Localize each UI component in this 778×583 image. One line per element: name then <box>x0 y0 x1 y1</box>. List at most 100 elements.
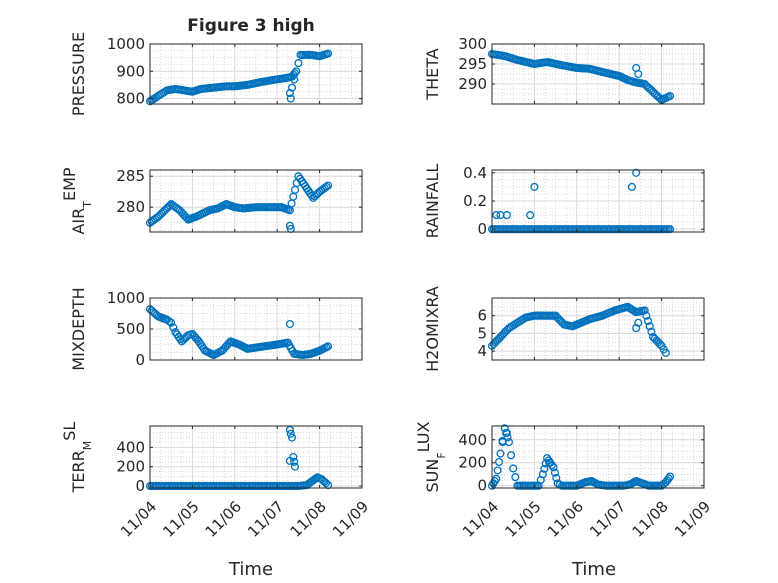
subplot-h2omixra: 456 H2OMIXRA <box>423 286 705 372</box>
x-tick-label: 11/08 <box>629 498 672 541</box>
data-point <box>661 348 670 357</box>
data-point <box>287 433 297 442</box>
y-tick-label: 4 <box>477 342 487 360</box>
y-tick-label: 300 <box>458 35 487 53</box>
data-point <box>549 463 558 472</box>
subplot-rainfall: 0 0.2 0.4 RAINFALL <box>423 164 705 239</box>
data-point <box>503 433 512 442</box>
y-axis-label: MIXDEPTH <box>69 287 88 370</box>
y-axis-label-main: RAINFALL <box>423 164 442 239</box>
y-tick-label: 0 <box>135 477 145 495</box>
data-point <box>634 318 643 327</box>
data-point <box>627 182 636 191</box>
data-point <box>169 323 178 332</box>
subplot-sun-flux: 0 200 400 11/04 11/05 11/06 11/07 11/08 11/09 SUN… <box>414 421 715 540</box>
data-point <box>498 438 507 447</box>
data-point <box>655 340 664 349</box>
data-point <box>666 472 675 481</box>
y-axis-label-tail: SL <box>60 422 79 441</box>
x-tick-label: 11/09 <box>671 498 714 541</box>
data-point <box>321 479 331 488</box>
x-tick-label: 11/06 <box>202 498 245 541</box>
data-point <box>507 451 516 460</box>
data-point <box>292 67 301 76</box>
y-axis-label-main: SUN <box>423 459 442 493</box>
data-point <box>290 462 300 471</box>
y-axis-label: SUNFLUX <box>414 421 448 492</box>
y-axis-label-main: AIR <box>69 208 88 235</box>
data-point <box>642 311 651 320</box>
y-tick-label: 400 <box>116 438 145 456</box>
y-tick-label: 200 <box>116 458 145 476</box>
x-tick-label: 11/04 <box>459 498 502 541</box>
y-tick-label: 0 <box>135 351 145 369</box>
data-point <box>632 168 641 177</box>
axes-box <box>491 43 705 105</box>
data-point <box>492 211 501 220</box>
data-point <box>285 319 294 329</box>
y-tick-label: 6 <box>477 307 487 325</box>
data-point <box>666 91 675 101</box>
y-axis-label-subscript: M <box>81 441 94 451</box>
data-point <box>324 342 333 351</box>
data-point <box>552 473 561 483</box>
y-tick-label: 0 <box>477 220 487 238</box>
y-tick-label: 285 <box>116 167 145 185</box>
y-axis-label-tail: LUX <box>414 421 433 452</box>
data-point <box>640 306 649 315</box>
y-tick-label: 1000 <box>107 35 145 53</box>
y-tick-label: 400 <box>458 431 487 449</box>
figure-title: Figure 3 high <box>187 16 315 36</box>
subplot-theta: 290 295 300 THETA <box>423 35 705 105</box>
data-point <box>540 464 549 473</box>
data-point <box>312 474 321 483</box>
data-point <box>666 225 675 234</box>
data-point <box>634 69 643 79</box>
data-point <box>492 474 501 483</box>
data-point <box>287 83 297 92</box>
y-tick-label: 900 <box>116 62 145 80</box>
data-point <box>493 466 502 475</box>
data-point <box>511 473 520 482</box>
subplot-air-temp: 280 285 AIRTEMP <box>60 167 363 235</box>
x-tick-label: 11/07 <box>244 498 287 541</box>
data-point <box>550 468 559 477</box>
axes-box <box>491 297 705 361</box>
data-point <box>165 317 174 326</box>
x-tick-label: 11/05 <box>159 498 202 541</box>
data-point <box>664 474 673 483</box>
x-tick-label: 11/06 <box>544 498 587 541</box>
data-point <box>502 211 511 220</box>
y-axis-label-main: MIXDEPTH <box>69 287 88 370</box>
x-tick-label: 11/07 <box>586 498 629 541</box>
y-axis-label: TERRMSL <box>60 422 94 494</box>
y-tick-label: 290 <box>458 75 487 93</box>
y-axis-label: H2OMIXRA <box>423 286 442 372</box>
data-point <box>643 316 653 326</box>
y-tick-label: 0.2 <box>463 192 487 210</box>
data-point <box>294 59 303 68</box>
data-point <box>632 324 641 333</box>
y-tick-label: 800 <box>116 90 145 108</box>
y-axis-label: AIRTEMP <box>60 167 94 234</box>
data-point <box>286 429 295 438</box>
data-point <box>290 75 299 84</box>
y-axis-label: RAINFALL <box>423 164 442 239</box>
y-tick-label: 200 <box>458 454 487 472</box>
axes-box <box>149 169 363 233</box>
data-point <box>526 211 535 220</box>
data-point <box>545 458 554 467</box>
y-axis-label-subscript: F <box>435 452 448 458</box>
data-point <box>496 449 505 458</box>
y-tick-label: 280 <box>116 198 145 216</box>
x-axis-label-right: Time <box>571 559 616 580</box>
y-tick-label: 500 <box>116 320 145 338</box>
y-tick-label: 1000 <box>107 289 145 307</box>
y-axis-label: THETA <box>423 48 442 100</box>
data-point <box>647 327 656 336</box>
x-tick-label: 11/05 <box>501 498 544 541</box>
y-axis-label-main: PRESSURE <box>69 32 88 116</box>
y-axis-label-subscript: T <box>81 201 94 209</box>
